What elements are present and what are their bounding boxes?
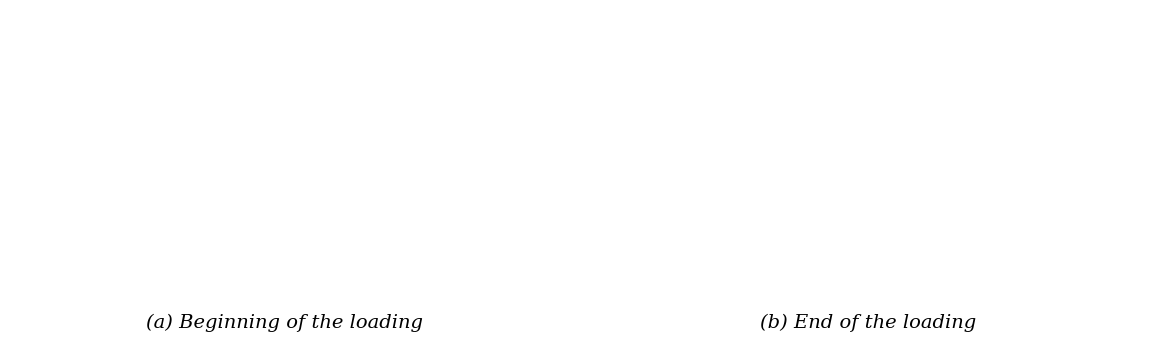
Text: (a) Beginning of the loading: (a) Beginning of the loading <box>146 314 423 332</box>
Text: (b) End of the loading: (b) End of the loading <box>760 314 977 332</box>
